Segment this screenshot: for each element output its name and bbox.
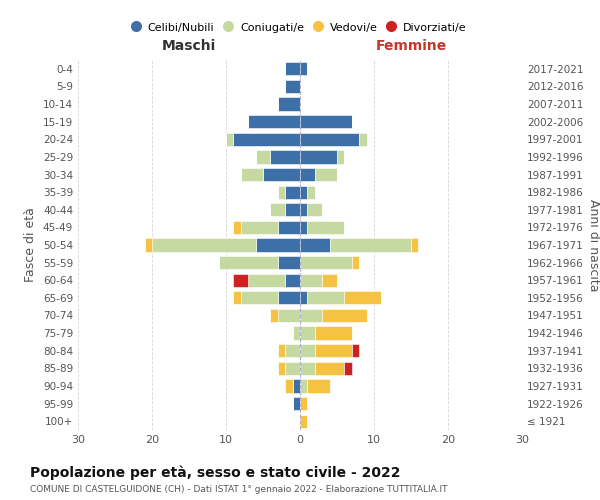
Bar bbox=[300, 62, 307, 76]
Bar bbox=[278, 291, 300, 304]
Bar bbox=[300, 221, 307, 234]
Bar bbox=[285, 62, 300, 76]
Bar bbox=[233, 274, 248, 287]
Bar bbox=[411, 238, 418, 252]
Text: Popolazione per età, sesso e stato civile - 2022: Popolazione per età, sesso e stato civil… bbox=[30, 465, 401, 479]
Bar bbox=[322, 274, 337, 287]
Bar bbox=[300, 203, 307, 216]
Bar bbox=[337, 150, 344, 164]
Bar bbox=[307, 203, 322, 216]
Bar bbox=[359, 132, 367, 146]
Bar bbox=[271, 203, 285, 216]
Bar bbox=[278, 186, 285, 198]
Bar bbox=[271, 309, 278, 322]
Bar bbox=[315, 362, 344, 375]
Bar bbox=[315, 326, 352, 340]
Bar bbox=[263, 168, 300, 181]
Bar bbox=[300, 150, 337, 164]
Bar bbox=[152, 238, 256, 252]
Bar bbox=[256, 150, 271, 164]
Text: COMUNE DI CASTELGUIDONE (CH) - Dati ISTAT 1° gennaio 2022 - Elaborazione TUTTITA: COMUNE DI CASTELGUIDONE (CH) - Dati ISTA… bbox=[30, 485, 448, 494]
Text: Femmine: Femmine bbox=[376, 39, 446, 53]
Bar bbox=[278, 362, 285, 375]
Bar bbox=[307, 291, 344, 304]
Bar bbox=[278, 309, 300, 322]
Text: Maschi: Maschi bbox=[162, 39, 216, 53]
Bar bbox=[300, 344, 315, 358]
Bar bbox=[344, 291, 382, 304]
Bar bbox=[300, 274, 322, 287]
Bar bbox=[300, 326, 315, 340]
Bar bbox=[278, 344, 285, 358]
Bar bbox=[256, 238, 300, 252]
Bar bbox=[315, 344, 352, 358]
Bar bbox=[285, 274, 300, 287]
Bar bbox=[285, 380, 293, 392]
Bar bbox=[278, 256, 300, 269]
Bar bbox=[307, 221, 344, 234]
Bar bbox=[315, 168, 337, 181]
Bar bbox=[271, 150, 300, 164]
Bar bbox=[248, 115, 300, 128]
Bar bbox=[285, 186, 300, 198]
Bar bbox=[300, 414, 307, 428]
Bar bbox=[322, 309, 367, 322]
Bar bbox=[218, 256, 278, 269]
Bar bbox=[285, 362, 300, 375]
Bar bbox=[293, 380, 300, 392]
Bar bbox=[241, 168, 263, 181]
Bar bbox=[300, 380, 307, 392]
Bar bbox=[285, 203, 300, 216]
Bar bbox=[344, 362, 352, 375]
Bar bbox=[307, 186, 315, 198]
Bar bbox=[233, 291, 241, 304]
Bar bbox=[241, 291, 278, 304]
Bar bbox=[300, 186, 307, 198]
Bar bbox=[300, 132, 359, 146]
Bar bbox=[300, 256, 352, 269]
Bar bbox=[300, 362, 315, 375]
Legend: Celibi/Nubili, Coniugati/e, Vedovi/e, Divorziati/e: Celibi/Nubili, Coniugati/e, Vedovi/e, Di… bbox=[129, 18, 471, 37]
Y-axis label: Fasce di età: Fasce di età bbox=[25, 208, 37, 282]
Bar bbox=[300, 309, 322, 322]
Bar bbox=[241, 221, 278, 234]
Bar bbox=[300, 115, 352, 128]
Bar bbox=[233, 221, 241, 234]
Bar bbox=[293, 397, 300, 410]
Bar bbox=[293, 326, 300, 340]
Bar bbox=[300, 291, 307, 304]
Bar bbox=[233, 132, 300, 146]
Bar bbox=[285, 344, 300, 358]
Bar bbox=[300, 168, 315, 181]
Bar bbox=[329, 238, 411, 252]
Bar bbox=[226, 132, 233, 146]
Bar bbox=[278, 221, 300, 234]
Bar bbox=[248, 274, 285, 287]
Bar bbox=[307, 380, 329, 392]
Bar bbox=[278, 98, 300, 110]
Bar bbox=[145, 238, 152, 252]
Y-axis label: Anni di nascita: Anni di nascita bbox=[587, 198, 600, 291]
Bar bbox=[285, 80, 300, 93]
Bar bbox=[300, 397, 307, 410]
Bar bbox=[352, 344, 359, 358]
Bar bbox=[352, 256, 359, 269]
Bar bbox=[300, 238, 329, 252]
